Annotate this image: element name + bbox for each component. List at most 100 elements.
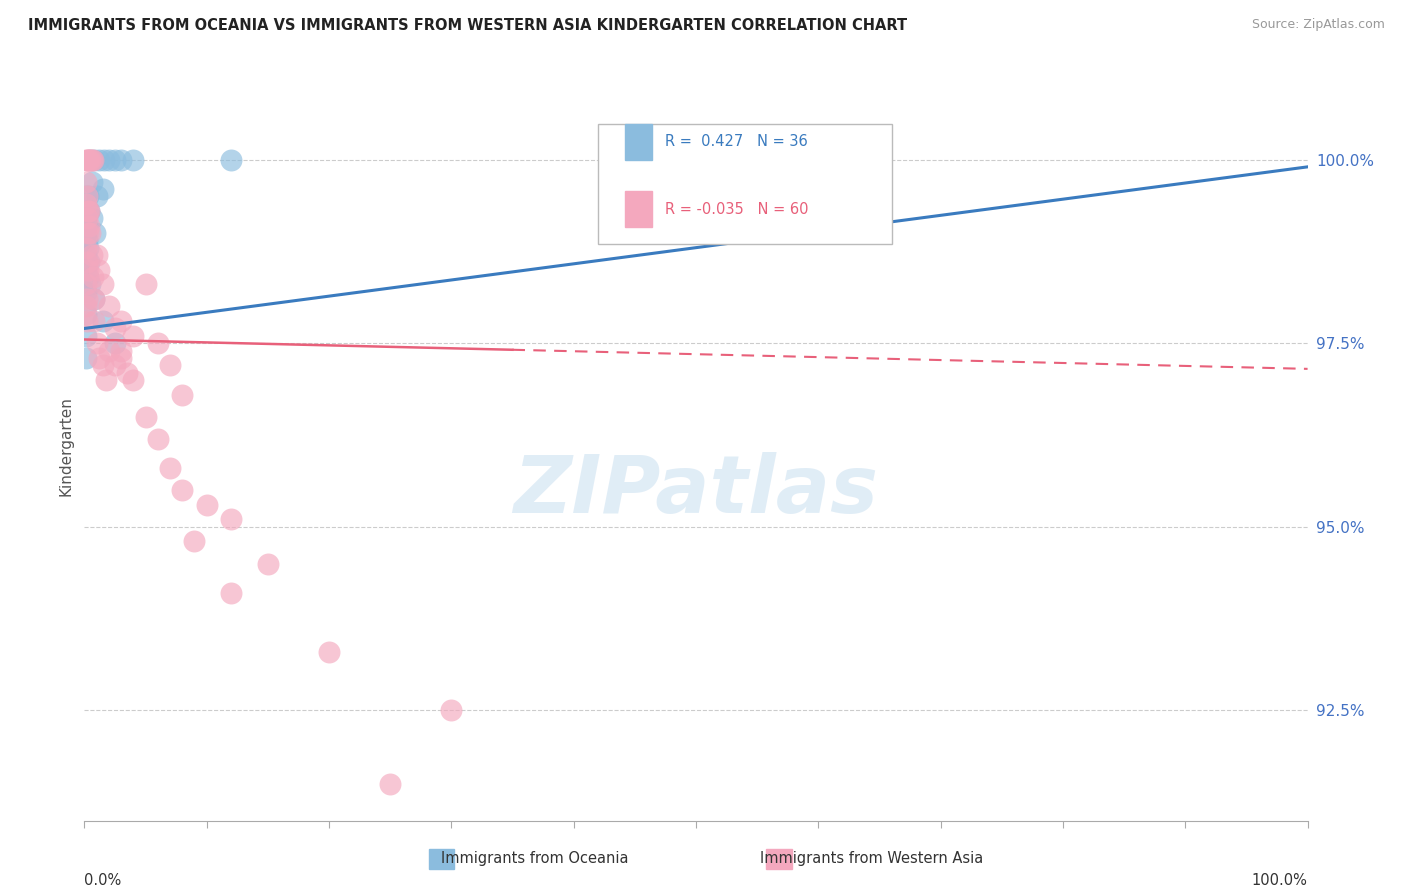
Bar bbox=[626, 124, 652, 160]
Point bbox=[76, 153, 98, 167]
Text: 100.0%: 100.0% bbox=[1251, 873, 1308, 888]
Text: R =  0.427   N = 36: R = 0.427 N = 36 bbox=[665, 135, 808, 149]
Point bbox=[219, 153, 242, 167]
Point bbox=[77, 203, 100, 218]
Point bbox=[80, 211, 103, 226]
Point bbox=[79, 226, 101, 240]
Point bbox=[75, 189, 97, 203]
Point bbox=[75, 211, 97, 226]
Point bbox=[76, 233, 98, 247]
Point bbox=[219, 586, 242, 600]
Text: Immigrants from Oceania: Immigrants from Oceania bbox=[440, 851, 628, 865]
Point bbox=[122, 153, 145, 167]
Point bbox=[97, 343, 120, 358]
Point bbox=[97, 153, 120, 167]
Point bbox=[77, 153, 100, 167]
Point bbox=[93, 153, 115, 167]
Point bbox=[80, 248, 103, 262]
Point bbox=[87, 262, 110, 277]
Point bbox=[77, 226, 100, 240]
Point bbox=[135, 409, 157, 424]
Point bbox=[75, 328, 97, 343]
Text: 0.0%: 0.0% bbox=[84, 873, 121, 888]
Point bbox=[110, 314, 132, 328]
Point bbox=[83, 292, 105, 306]
Point bbox=[110, 351, 132, 365]
Point bbox=[83, 153, 105, 167]
Point bbox=[79, 153, 101, 167]
Point bbox=[122, 328, 145, 343]
Point bbox=[110, 343, 132, 358]
Point bbox=[86, 336, 108, 351]
Point bbox=[75, 285, 97, 299]
Point bbox=[257, 557, 280, 571]
Point bbox=[318, 645, 340, 659]
Point bbox=[75, 300, 97, 314]
Point bbox=[159, 461, 181, 475]
Point bbox=[80, 153, 103, 167]
Point bbox=[77, 189, 100, 203]
Point bbox=[122, 373, 145, 387]
FancyBboxPatch shape bbox=[598, 124, 891, 244]
Point bbox=[91, 358, 114, 372]
Point bbox=[77, 153, 100, 167]
Point bbox=[75, 196, 97, 211]
Point bbox=[77, 219, 100, 233]
Point bbox=[87, 153, 110, 167]
Point bbox=[75, 175, 97, 189]
Point bbox=[76, 255, 98, 269]
Point bbox=[84, 226, 107, 240]
Point bbox=[86, 189, 108, 203]
Point bbox=[75, 351, 97, 365]
Point bbox=[75, 248, 97, 262]
Point bbox=[75, 241, 97, 255]
Text: Source: ZipAtlas.com: Source: ZipAtlas.com bbox=[1251, 18, 1385, 31]
Point bbox=[183, 534, 205, 549]
Point bbox=[76, 292, 98, 306]
Point bbox=[195, 498, 218, 512]
Y-axis label: Kindergarten: Kindergarten bbox=[58, 396, 73, 496]
Point bbox=[97, 300, 120, 314]
Point bbox=[146, 432, 169, 446]
Point bbox=[86, 248, 108, 262]
Point bbox=[104, 153, 127, 167]
Point bbox=[159, 358, 181, 372]
Point bbox=[869, 153, 891, 167]
Point bbox=[87, 351, 110, 365]
Point bbox=[104, 321, 127, 335]
Point bbox=[75, 307, 97, 321]
Point bbox=[80, 175, 103, 189]
Point bbox=[77, 270, 100, 285]
Point bbox=[75, 277, 97, 292]
Point bbox=[172, 483, 194, 497]
Point bbox=[91, 314, 114, 328]
Point bbox=[82, 270, 104, 285]
Point bbox=[77, 262, 100, 277]
Point bbox=[75, 262, 97, 277]
Point bbox=[96, 373, 118, 387]
Point bbox=[79, 153, 101, 167]
Point bbox=[75, 226, 97, 240]
Point bbox=[172, 387, 194, 401]
Point bbox=[83, 292, 105, 306]
Point bbox=[79, 277, 101, 292]
Point bbox=[76, 255, 98, 269]
Point bbox=[104, 336, 127, 351]
Point bbox=[77, 203, 100, 218]
Bar bbox=[626, 191, 652, 227]
Point bbox=[77, 203, 100, 218]
Text: IMMIGRANTS FROM OCEANIA VS IMMIGRANTS FROM WESTERN ASIA KINDERGARTEN CORRELATION: IMMIGRANTS FROM OCEANIA VS IMMIGRANTS FR… bbox=[28, 18, 907, 33]
Point bbox=[77, 241, 100, 255]
Point bbox=[110, 153, 132, 167]
Point bbox=[219, 512, 242, 526]
Text: Immigrants from Western Asia: Immigrants from Western Asia bbox=[761, 851, 983, 865]
Point bbox=[76, 219, 98, 233]
Point bbox=[75, 153, 97, 167]
Point bbox=[77, 255, 100, 269]
Point bbox=[91, 182, 114, 196]
Text: R = -0.035   N = 60: R = -0.035 N = 60 bbox=[665, 202, 808, 217]
Point bbox=[115, 366, 138, 380]
Point bbox=[104, 358, 127, 372]
Point bbox=[76, 211, 98, 226]
Point bbox=[76, 314, 98, 328]
